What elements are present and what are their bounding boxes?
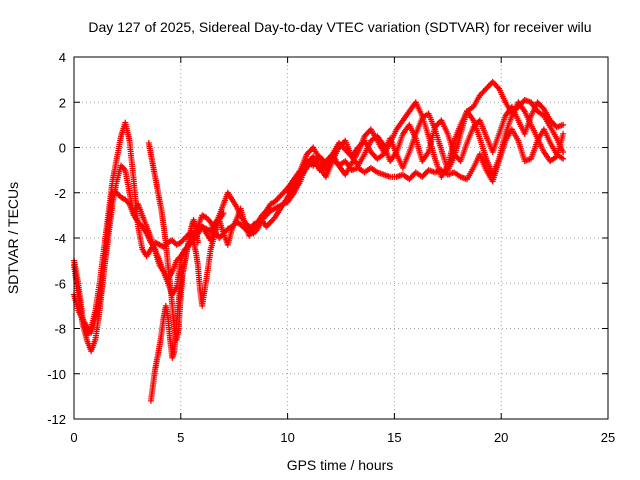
x-axis-label: GPS time / hours bbox=[287, 457, 394, 473]
x-tick-label: 20 bbox=[494, 430, 508, 445]
x-tick-label: 25 bbox=[601, 430, 615, 445]
y-tick-label: -2 bbox=[54, 186, 66, 201]
y-tick-label: -10 bbox=[47, 367, 66, 382]
y-axis-label: SDTVAR / TECUs bbox=[5, 182, 21, 294]
axis-ticks: 0 5 10 15 20 25 -12 -10 -8 -6 -4 -2 0 2 4 bbox=[47, 50, 615, 445]
grid bbox=[74, 57, 608, 419]
data-point bbox=[560, 121, 567, 128]
x-tick-label: 0 bbox=[70, 430, 77, 445]
y-tick-label: -4 bbox=[54, 231, 66, 246]
data-point bbox=[560, 130, 567, 137]
data-point bbox=[539, 104, 546, 111]
series-track-8 bbox=[284, 99, 567, 201]
data-points bbox=[71, 78, 567, 404]
y-tick-label: -8 bbox=[54, 322, 66, 337]
y-tick-label: -6 bbox=[54, 276, 66, 291]
chart-title: Day 127 of 2025, Sidereal Day-to-day VTE… bbox=[88, 19, 591, 35]
data-point bbox=[560, 155, 567, 162]
data-point bbox=[560, 149, 567, 155]
y-tick-label: 4 bbox=[59, 50, 66, 65]
y-tick-label: 0 bbox=[59, 141, 66, 156]
series-track-9 bbox=[284, 99, 567, 205]
plot-frame bbox=[73, 56, 609, 420]
x-tick-label: 15 bbox=[387, 430, 401, 445]
data-point bbox=[220, 210, 227, 217]
x-tick-label: 10 bbox=[280, 430, 294, 445]
y-tick-label: 2 bbox=[59, 95, 66, 110]
series-track-5 bbox=[147, 216, 201, 404]
x-tick-label: 5 bbox=[177, 430, 184, 445]
data-point bbox=[194, 239, 201, 246]
y-tick-label: -12 bbox=[47, 412, 66, 427]
series-track-3 bbox=[71, 185, 291, 355]
